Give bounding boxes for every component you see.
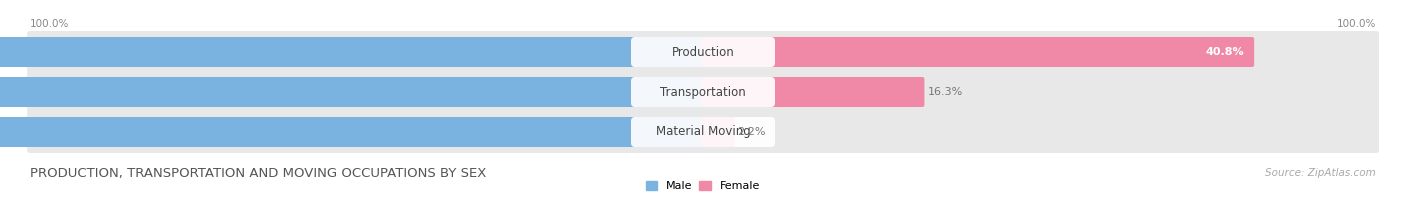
Text: 16.3%: 16.3%	[928, 87, 963, 97]
Text: Transportation: Transportation	[661, 85, 745, 98]
FancyBboxPatch shape	[27, 71, 1379, 113]
FancyBboxPatch shape	[631, 37, 775, 67]
Legend: Male, Female: Male, Female	[647, 181, 759, 191]
FancyBboxPatch shape	[0, 37, 704, 67]
Text: PRODUCTION, TRANSPORTATION AND MOVING OCCUPATIONS BY SEX: PRODUCTION, TRANSPORTATION AND MOVING OC…	[30, 166, 486, 179]
Text: Material Moving: Material Moving	[655, 125, 751, 138]
FancyBboxPatch shape	[27, 111, 1379, 153]
FancyBboxPatch shape	[702, 37, 1254, 67]
FancyBboxPatch shape	[631, 77, 775, 107]
Text: 100.0%: 100.0%	[1337, 19, 1376, 29]
Text: Source: ZipAtlas.com: Source: ZipAtlas.com	[1265, 168, 1376, 178]
FancyBboxPatch shape	[27, 31, 1379, 73]
FancyBboxPatch shape	[631, 117, 775, 147]
FancyBboxPatch shape	[0, 77, 704, 107]
Text: 100.0%: 100.0%	[30, 19, 69, 29]
Text: 2.2%: 2.2%	[738, 127, 766, 137]
Text: Production: Production	[672, 46, 734, 59]
Text: 40.8%: 40.8%	[1205, 47, 1244, 57]
FancyBboxPatch shape	[0, 117, 704, 147]
FancyBboxPatch shape	[702, 117, 734, 147]
FancyBboxPatch shape	[702, 77, 924, 107]
